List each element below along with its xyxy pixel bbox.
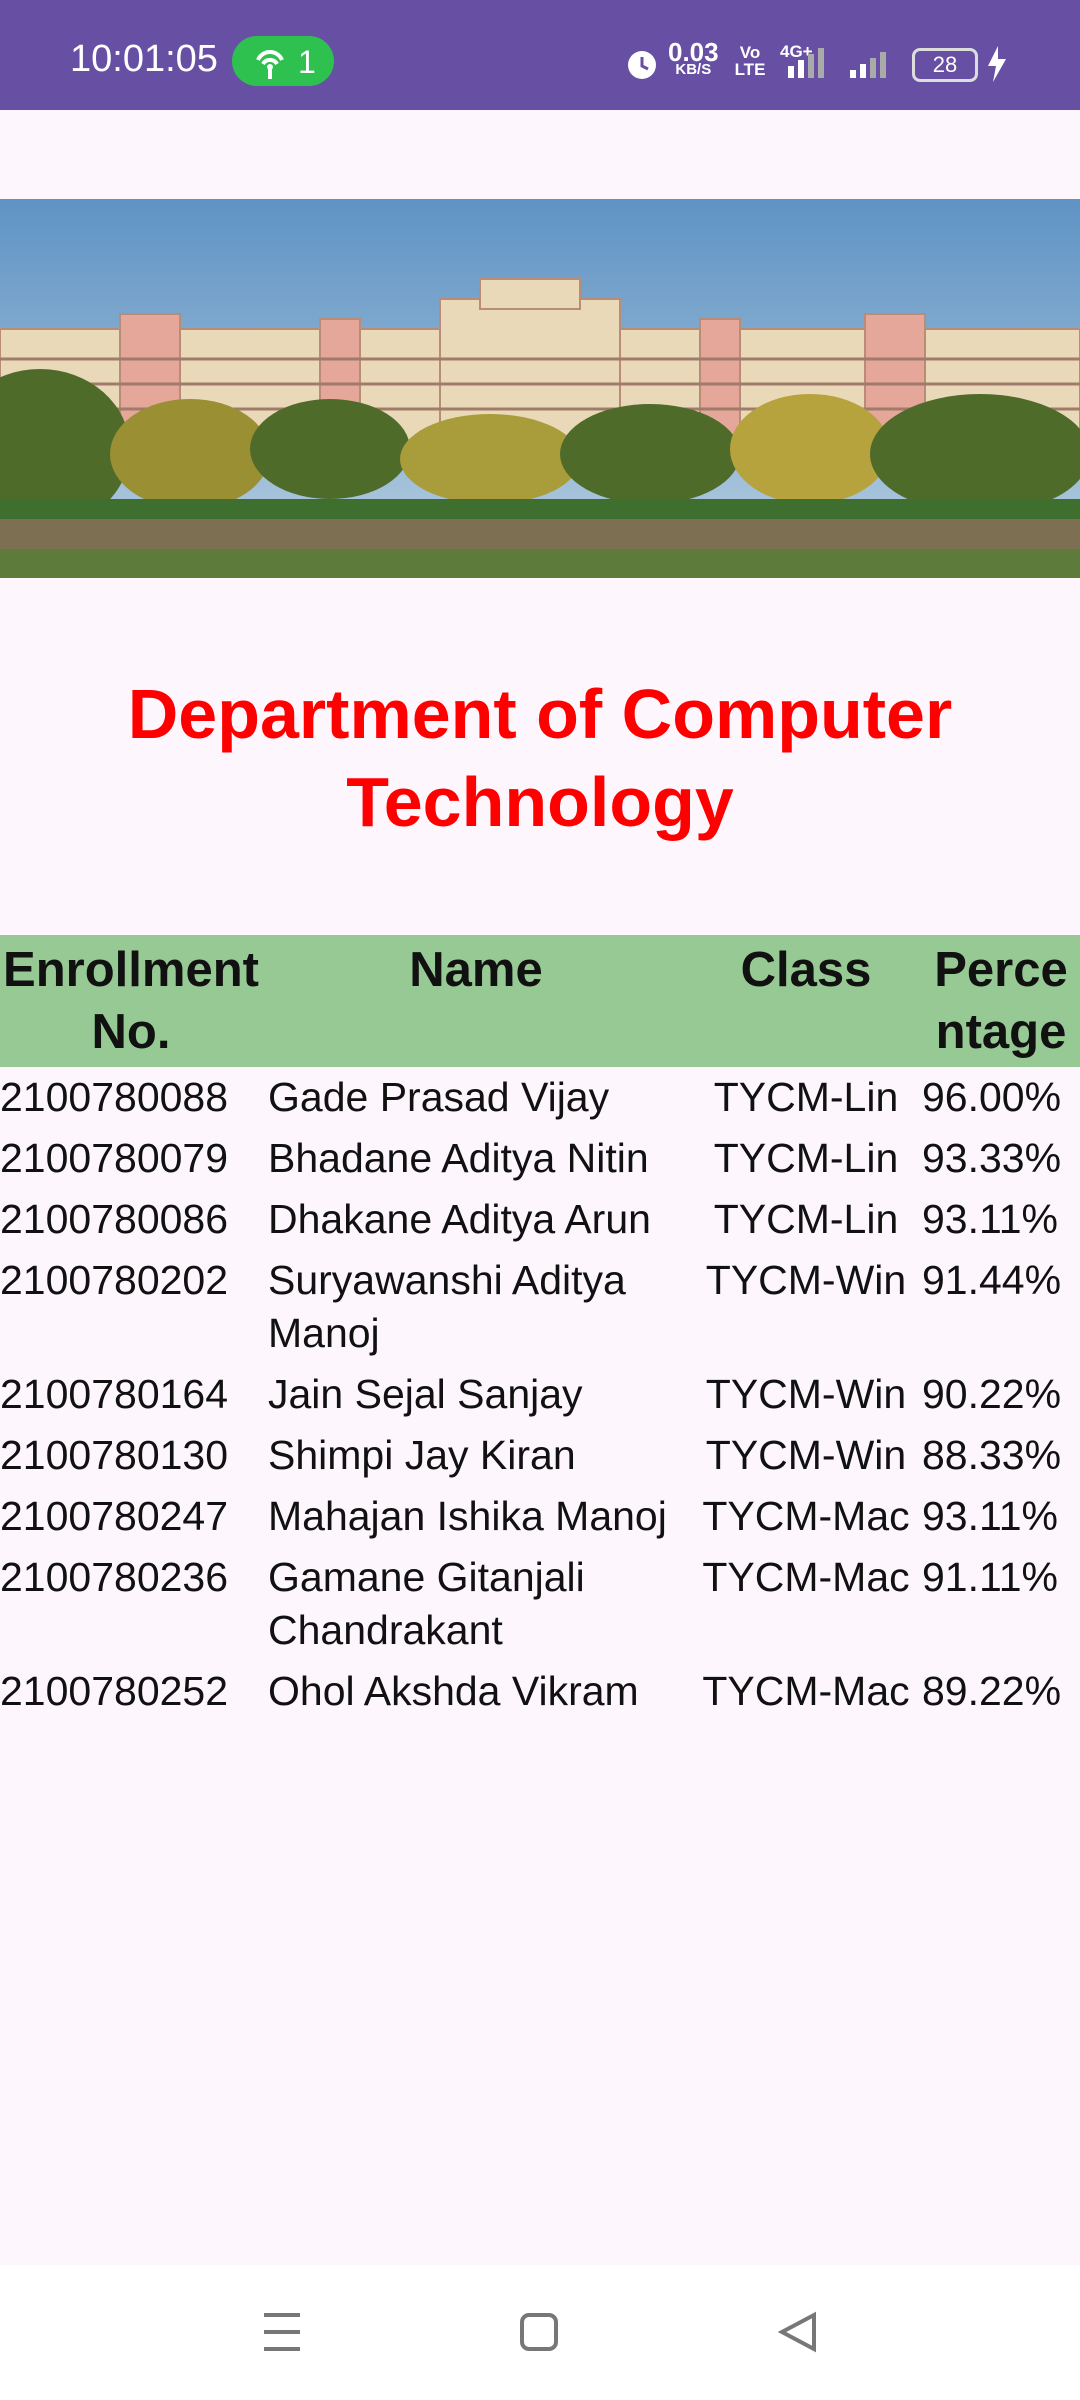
class-cell: TYCM-Lin xyxy=(713,1135,899,1181)
status-bar: 10:01:05 1 0.03 KB/S Vo LTE 4G+ 28 xyxy=(0,0,1080,110)
name-cell: Gamane Gitanjali Chandrakant xyxy=(268,1554,585,1653)
enrollment-cell: 2100780202 xyxy=(0,1257,229,1303)
name-cell: Jain Sejal Sanjay xyxy=(268,1371,583,1417)
table-row: 2100780086 Dhakane Aditya Arun TYCM-Lin 93.… xyxy=(0,1189,1080,1250)
signal-icons xyxy=(788,48,886,78)
page-title: Department of Computer Technology xyxy=(127,675,953,841)
name-cell: Bhadane Aditya Nitin xyxy=(268,1135,649,1181)
hotspot-count: 1 xyxy=(298,44,316,80)
percentage-cell: 93.11% xyxy=(922,1493,1059,1539)
name-cell: Suryawanshi Aditya Manoj xyxy=(268,1257,626,1356)
menu-button[interactable] xyxy=(264,2313,300,2351)
enrollment-cell: 2100780252 xyxy=(0,1668,229,1714)
column-header: Name xyxy=(262,935,690,1067)
clock: 10:01:05 xyxy=(70,38,218,80)
back-button[interactable] xyxy=(777,2311,816,2353)
results-table: Enrollment No. Name Class Percentage 210078… xyxy=(0,935,1080,1722)
percentage-cell: 91.11% xyxy=(922,1554,1059,1600)
enrollment-cell: 2100780130 xyxy=(0,1432,229,1478)
class-cell: TYCM-Mac xyxy=(702,1493,910,1539)
name-cell: Ohol Akshda Vikram xyxy=(268,1668,639,1714)
percentage-cell: 89.22% xyxy=(922,1668,1062,1714)
column-header: Enrollment No. xyxy=(0,935,262,1067)
charging-icon xyxy=(988,46,1006,82)
enrollment-cell: 2100780086 xyxy=(0,1196,229,1242)
percentage-cell: 93.11% xyxy=(922,1196,1059,1242)
enrollment-cell: 2100780247 xyxy=(0,1493,229,1539)
alarm-icon xyxy=(628,51,656,79)
table-row: 2100780088 Gade Prasad Vijay TYCM-Lin 96.00… xyxy=(0,1067,1080,1128)
enrollment-cell: 2100780164 xyxy=(0,1371,229,1417)
class-cell: TYCM-Win xyxy=(705,1432,907,1478)
name-cell: Mahajan Ishika Manoj xyxy=(268,1493,667,1539)
enrollment-cell: 2100780079 xyxy=(0,1135,229,1181)
name-cell: Gade Prasad Vijay xyxy=(268,1074,610,1120)
class-cell: TYCM-Lin xyxy=(713,1074,899,1120)
class-cell: TYCM-Mac xyxy=(702,1554,910,1600)
home-button[interactable] xyxy=(520,2313,558,2351)
hotspot-icon xyxy=(256,50,284,79)
battery: 28 xyxy=(912,48,978,82)
class-cell: TYCM-Mac xyxy=(702,1668,910,1714)
table-row: 2100780079 Bhadane Aditya Nitin TYCM-Lin 93… xyxy=(0,1128,1080,1189)
speed-unit: KB/S xyxy=(675,61,712,78)
header-row: Enrollment No. Name Class Percentage xyxy=(0,935,1080,1067)
class-cell: TYCM-Lin xyxy=(713,1196,899,1242)
table-row: 2100780202 Suryawanshi Aditya Manoj TYCM-W… xyxy=(0,1250,1080,1364)
name-cell: Shimpi Jay Kiran xyxy=(268,1432,576,1478)
table-row: 2100780247 Mahajan Ishika Manoj TYCM-Mac 93… xyxy=(0,1486,1080,1547)
navigation-bar xyxy=(0,2265,1080,2400)
table-body: 2100780088 Gade Prasad Vijay TYCM-Lin 96.00… xyxy=(0,1067,1080,1722)
class-cell: TYCM-Win xyxy=(705,1371,907,1417)
percentage-cell: 88.33% xyxy=(922,1432,1062,1478)
column-header: Percentage xyxy=(922,935,1080,1067)
network-type: 4G+ xyxy=(780,42,813,61)
percentage-cell: 90.22% xyxy=(922,1371,1062,1417)
speed-value: 0.03 xyxy=(668,37,719,67)
table-row: 2100780236 Gamane Gitanjali Chandrakant TY… xyxy=(0,1547,1080,1661)
class-cell: TYCM-Win xyxy=(705,1257,907,1303)
hotspot-indicator: 1 xyxy=(232,36,334,86)
table-row: 2100780164 Jain Sejal Sanjay TYCM-Win 90.22… xyxy=(0,1364,1080,1425)
enrollment-cell: 2100780236 xyxy=(0,1554,229,1600)
volte: Vo LTE xyxy=(734,43,766,79)
table-row: 2100780130 Shimpi Jay Kiran TYCM-Win 88.33% xyxy=(0,1425,1080,1486)
name-cell: Dhakane Aditya Arun xyxy=(268,1196,651,1242)
table-row: 2100780252 Ohol Akshda Vikram TYCM-Mac 89.2… xyxy=(0,1661,1080,1722)
percentage-cell: 96.00% xyxy=(922,1074,1062,1120)
net-speed: 0.03 KB/S xyxy=(668,39,719,78)
percentage-cell: 91.44% xyxy=(922,1257,1062,1303)
column-header: Class xyxy=(690,935,922,1067)
campus-photo xyxy=(0,199,1080,578)
enrollment-cell: 2100780088 xyxy=(0,1074,229,1120)
percentage-cell: 93.33% xyxy=(922,1135,1062,1181)
